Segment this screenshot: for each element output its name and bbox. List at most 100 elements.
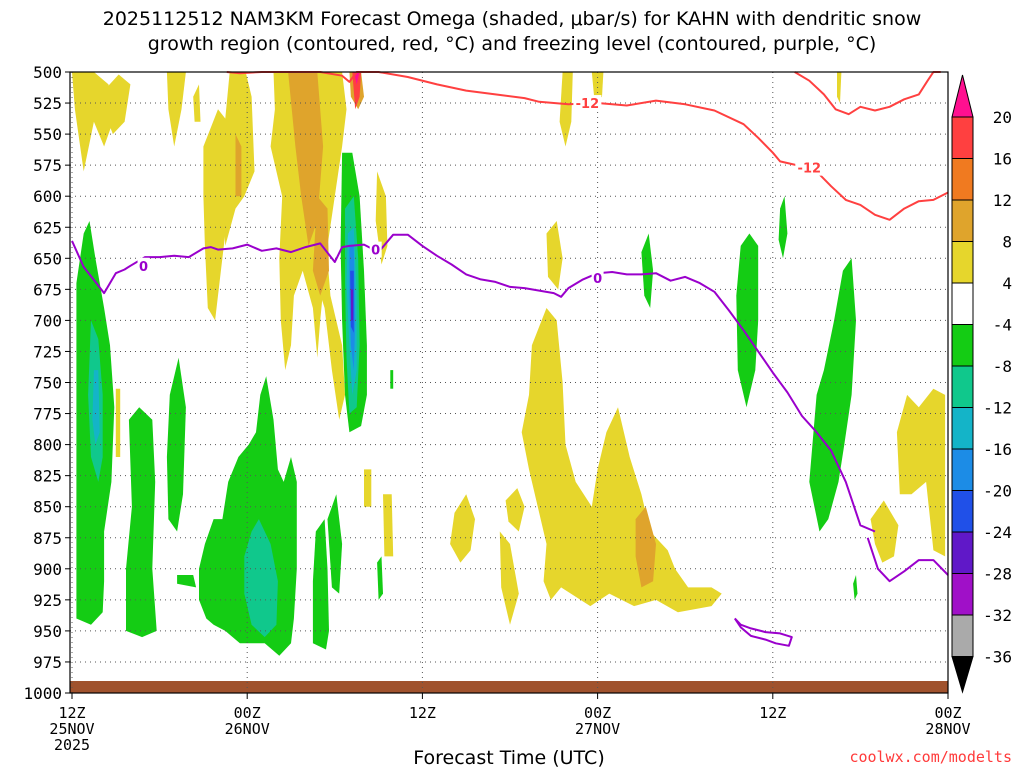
omega-region-13 bbox=[450, 494, 475, 563]
colorbar-label-1: 16 bbox=[993, 150, 1012, 169]
colorbar-segment-12 bbox=[951, 614, 974, 657]
omega-region-22 bbox=[288, 72, 324, 246]
contour-line-0 bbox=[226, 71, 949, 221]
colorbar-label-6: -8 bbox=[993, 357, 1012, 376]
omega-region-17 bbox=[896, 388, 946, 557]
y-tick-label-875: 875 bbox=[33, 529, 62, 548]
omega-region-41 bbox=[778, 196, 788, 259]
omega-region-23 bbox=[235, 134, 242, 197]
contour-line-4 bbox=[733, 617, 793, 647]
omega-region-43 bbox=[853, 575, 858, 600]
omega-region-38 bbox=[390, 370, 394, 389]
omega-region-32 bbox=[177, 575, 197, 588]
x-tick-label-5-1: 28NOV bbox=[925, 720, 970, 738]
colorbar-segment-5 bbox=[951, 324, 974, 367]
contour-label-0-1: -12 bbox=[798, 162, 822, 177]
contour-label-bg-2-0 bbox=[137, 257, 150, 274]
y-tick-label-725: 725 bbox=[33, 342, 62, 361]
omega-region-0 bbox=[72, 72, 113, 172]
contour-line-2 bbox=[71, 233, 876, 533]
contour-label-bg-0-1 bbox=[795, 159, 824, 176]
colorbar-label-12: -32 bbox=[983, 606, 1012, 625]
colorbar-label-2: 12 bbox=[993, 191, 1012, 210]
omega-region-8 bbox=[375, 171, 388, 265]
x-tick-label-0-2: 2025 bbox=[54, 736, 90, 754]
omega-region-21 bbox=[115, 388, 121, 457]
colorbar-segment-2 bbox=[951, 199, 974, 242]
contour-label-bg-2-1 bbox=[369, 241, 382, 258]
x-tick-label-1-1: 26NOV bbox=[225, 720, 270, 738]
credit-text: coolwx.com/modelts bbox=[849, 748, 1012, 766]
x-axis-title: Forecast Time (UTC) bbox=[413, 747, 604, 768]
omega-region-19 bbox=[364, 469, 372, 507]
y-tick-label-750: 750 bbox=[33, 374, 62, 393]
contour-line-3 bbox=[866, 537, 949, 583]
contour-label-0-0: -12 bbox=[576, 97, 600, 112]
y-tick-label-850: 850 bbox=[33, 498, 62, 517]
omega-region-39 bbox=[641, 233, 654, 308]
colorbar-segment-6 bbox=[951, 365, 974, 408]
omega-region-18 bbox=[837, 72, 842, 103]
y-tick-label-925: 925 bbox=[33, 591, 62, 610]
contour-lines: -12 -12 0 0 0 bbox=[71, 71, 949, 647]
omega-region-2 bbox=[166, 72, 186, 147]
contour-label-bg-0-0 bbox=[573, 95, 602, 112]
y-axis-ticks: 500 525 550 575 600 625 650 675 700 725 750 775 800 8… bbox=[23, 63, 70, 703]
contour-line-1 bbox=[794, 71, 941, 116]
omega-region-14 bbox=[505, 488, 525, 532]
colorbar-segment-10 bbox=[951, 531, 974, 574]
y-tick-label-700: 700 bbox=[33, 311, 62, 330]
contour-label-2-1: 0 bbox=[371, 244, 380, 259]
colorbar-segment-9 bbox=[951, 490, 974, 533]
y-tick-label-600: 600 bbox=[33, 187, 62, 206]
colorbar-segment-3 bbox=[951, 241, 974, 284]
contour-label-bg-2-2 bbox=[591, 270, 604, 287]
omega-region-47 bbox=[92, 370, 100, 445]
colorbar-label-13: -36 bbox=[983, 648, 1012, 667]
omega-region-27 bbox=[352, 72, 362, 110]
omega-region-5 bbox=[203, 109, 233, 321]
omega-region-42 bbox=[809, 258, 856, 532]
contour-label-2-0: 0 bbox=[139, 260, 148, 275]
colorbar-legend: 20 16 12 8 4 -4 -8 -12 -16 -20 -24 -28 -32 -36 bbox=[951, 74, 1012, 694]
y-tick-label-625: 625 bbox=[33, 218, 62, 237]
plot-area: -12 -12 0 0 0 bbox=[69, 71, 949, 694]
colorbar-segment-1 bbox=[951, 158, 974, 201]
colorbar-top-arrow bbox=[951, 74, 974, 118]
colorbar-label-5: -4 bbox=[993, 316, 1012, 335]
colorbar-bottom-arrow bbox=[951, 656, 974, 694]
x-tick-label-0-0: 12Z bbox=[58, 704, 85, 722]
y-tick-label-900: 900 bbox=[33, 560, 62, 579]
y-tick-label-500: 500 bbox=[33, 63, 62, 82]
y-tick-label-575: 575 bbox=[33, 156, 62, 175]
omega-region-15 bbox=[499, 531, 519, 625]
omega-region-35 bbox=[327, 494, 343, 594]
x-tick-label-2-0: 12Z bbox=[409, 704, 436, 722]
omega-region-1 bbox=[98, 74, 131, 135]
omega-region-40 bbox=[736, 233, 759, 408]
colorbar-label-7: -12 bbox=[983, 399, 1012, 418]
colorbar-segment-4 bbox=[951, 282, 974, 325]
y-tick-label-1000: 1000 bbox=[23, 684, 62, 703]
omega-region-26 bbox=[635, 506, 656, 588]
y-tick-label-975: 975 bbox=[33, 653, 62, 672]
contour-label-2-2: 0 bbox=[593, 272, 602, 287]
omega-region-37 bbox=[377, 556, 383, 600]
colorbar-label-11: -28 bbox=[983, 565, 1012, 584]
omega-shading bbox=[72, 72, 946, 656]
omega-region-20 bbox=[383, 494, 394, 557]
colorbar-label-9: -20 bbox=[983, 482, 1012, 501]
colorbar-segment-7 bbox=[951, 407, 974, 450]
x-tick-label-4-0: 12Z bbox=[759, 704, 786, 722]
omega-region-33 bbox=[199, 376, 297, 656]
x-tick-label-3-1: 27NOV bbox=[575, 720, 620, 738]
y-tick-label-525: 525 bbox=[33, 94, 62, 113]
colorbar-label-10: -24 bbox=[983, 523, 1012, 542]
x-tick-label-1-0: 00Z bbox=[234, 704, 261, 722]
colorbar-segment-8 bbox=[951, 448, 974, 491]
colorbar-segment-0 bbox=[951, 116, 974, 159]
omega-region-30 bbox=[126, 407, 157, 638]
colorbar-label-0: 20 bbox=[993, 108, 1012, 127]
